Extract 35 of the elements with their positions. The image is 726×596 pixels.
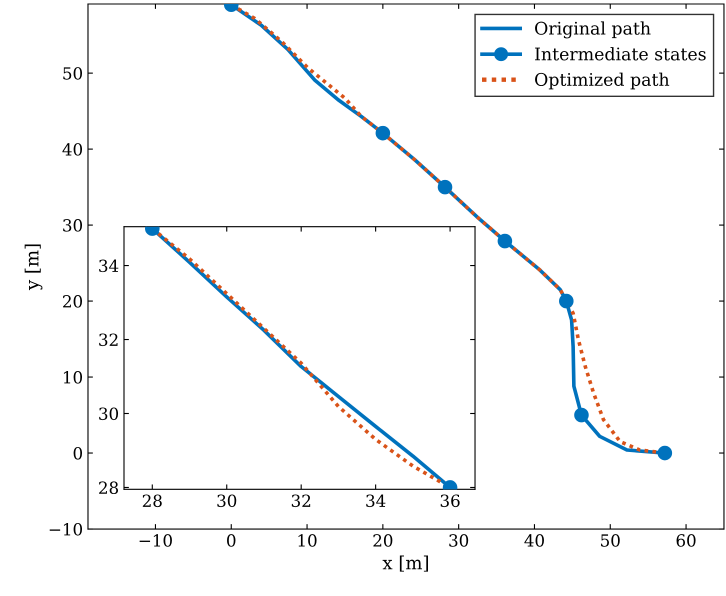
x-tick-label: 0 [227,534,236,547]
point [574,408,589,422]
y-tick-label: 30 [63,219,82,232]
x-tick-label: 40 [524,534,544,547]
x-tick-label: 34 [366,494,386,508]
y-tick-label: 0 [74,446,82,460]
y-tick-label: 32 [99,333,118,346]
x-tick-label: 60 [676,534,696,547]
x-tick-label: 50 [601,534,620,547]
point [438,180,452,194]
x-tick-label: 20 [373,534,392,547]
y-axis-title: y [m] [24,244,42,290]
x-tick-label: 32 [292,494,310,508]
y-tick-label: 30 [99,407,118,420]
point [376,126,390,140]
x-tick-label: 30 [449,534,468,547]
y-tick-label: 10 [64,371,82,384]
y-tick-label: 50 [63,67,82,80]
point [498,234,512,248]
legend-label: Intermediate states [535,47,706,61]
y-tick-label: 20 [63,295,82,308]
y-tick-label: −10 [50,522,82,536]
point [559,294,574,308]
y-tick-label: 28 [99,481,118,494]
y-tick-label: 34 [99,260,118,272]
y-tick-label: 40 [62,143,82,156]
x-tick-label: 30 [217,494,236,508]
x-tick-label: 28 [142,494,162,508]
x-axis-title: x [m] [382,556,428,572]
x-tick-label: 36 [440,494,460,508]
point [658,446,672,460]
legend-label: Original path [535,21,651,38]
x-tick-label: −10 [140,534,172,547]
x-tick-label: 10 [298,534,317,547]
legend-label: Optimized path [535,72,670,90]
